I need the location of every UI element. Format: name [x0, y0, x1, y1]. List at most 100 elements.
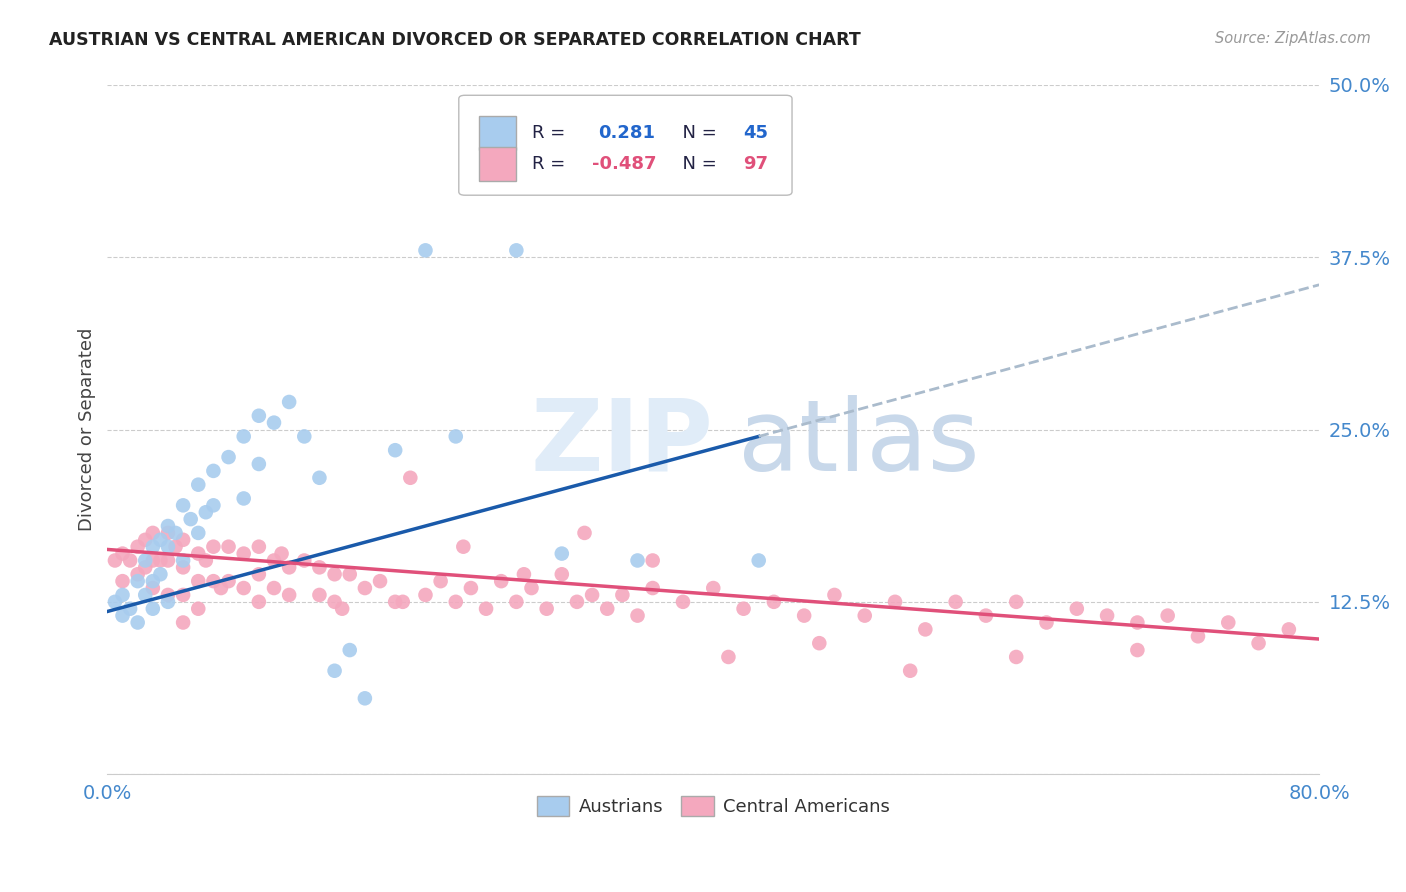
Point [156, 588, 179, 602]
Point [172, 553, 194, 567]
Point [127, 567, 149, 582]
Point [914, 623, 936, 637]
Point [202, 574, 225, 589]
Point [323, 664, 346, 678]
Point [399, 471, 422, 485]
Point [202, 499, 225, 513]
Point [808, 636, 831, 650]
Point [156, 519, 179, 533]
Point [134, 533, 156, 547]
Point [444, 595, 467, 609]
Text: 0.281: 0.281 [598, 124, 655, 142]
Point [323, 567, 346, 582]
Point [898, 664, 921, 678]
Point [368, 574, 391, 589]
Point [292, 429, 315, 443]
Point [218, 450, 240, 464]
Point [513, 567, 536, 582]
Text: R =: R = [531, 155, 571, 173]
Point [354, 691, 377, 706]
Point [974, 608, 997, 623]
Point [551, 547, 574, 561]
Point [149, 553, 172, 567]
Point [354, 581, 377, 595]
Point [263, 416, 285, 430]
Point [127, 540, 149, 554]
Point [733, 601, 755, 615]
Point [187, 477, 209, 491]
Text: Source: ZipAtlas.com: Source: ZipAtlas.com [1215, 31, 1371, 46]
Point [520, 581, 543, 595]
Point [218, 574, 240, 589]
Point [1126, 643, 1149, 657]
Point [127, 615, 149, 630]
Point [1187, 629, 1209, 643]
Point [120, 553, 142, 567]
Point [127, 574, 149, 589]
Point [263, 553, 285, 567]
Point [1005, 650, 1028, 665]
Point [218, 540, 240, 554]
Point [823, 588, 845, 602]
Point [247, 595, 270, 609]
Point [672, 595, 695, 609]
Point [111, 547, 134, 561]
Point [142, 525, 165, 540]
Point [270, 547, 292, 561]
Point [134, 588, 156, 602]
Point [142, 581, 165, 595]
Point [187, 525, 209, 540]
Point [429, 574, 451, 589]
Point [1218, 615, 1240, 630]
Point [278, 588, 301, 602]
Point [187, 601, 209, 615]
Point [292, 553, 315, 567]
Point [149, 567, 172, 582]
Point [209, 581, 232, 595]
Point [156, 525, 179, 540]
Point [641, 553, 664, 567]
Point [626, 553, 648, 567]
Point [1005, 595, 1028, 609]
Point [202, 464, 225, 478]
Point [247, 567, 270, 582]
Point [172, 560, 194, 574]
Point [641, 581, 664, 595]
Point [884, 595, 907, 609]
Point [384, 443, 406, 458]
Text: atlas: atlas [738, 395, 979, 491]
Text: -0.487: -0.487 [592, 155, 657, 173]
Point [278, 395, 301, 409]
Point [120, 601, 142, 615]
Point [247, 457, 270, 471]
Point [505, 595, 527, 609]
Point [172, 533, 194, 547]
Point [180, 512, 202, 526]
Point [762, 595, 785, 609]
Y-axis label: Divorced or Separated: Divorced or Separated [79, 328, 96, 532]
Point [536, 601, 558, 615]
Point [339, 643, 361, 657]
Point [172, 499, 194, 513]
Text: R =: R = [531, 124, 576, 142]
Point [717, 650, 740, 665]
Point [565, 595, 588, 609]
Point [202, 540, 225, 554]
Point [263, 581, 285, 595]
Point [415, 588, 437, 602]
Point [142, 574, 165, 589]
Point [475, 146, 498, 161]
Point [172, 615, 194, 630]
Point [581, 588, 603, 602]
Point [945, 595, 967, 609]
Point [1066, 601, 1088, 615]
Point [165, 540, 187, 554]
Point [1247, 636, 1270, 650]
Point [415, 244, 437, 258]
Point [626, 608, 648, 623]
Point [1156, 608, 1178, 623]
Point [391, 595, 413, 609]
Point [1126, 615, 1149, 630]
Text: ZIP: ZIP [530, 395, 713, 491]
Point [194, 505, 217, 519]
